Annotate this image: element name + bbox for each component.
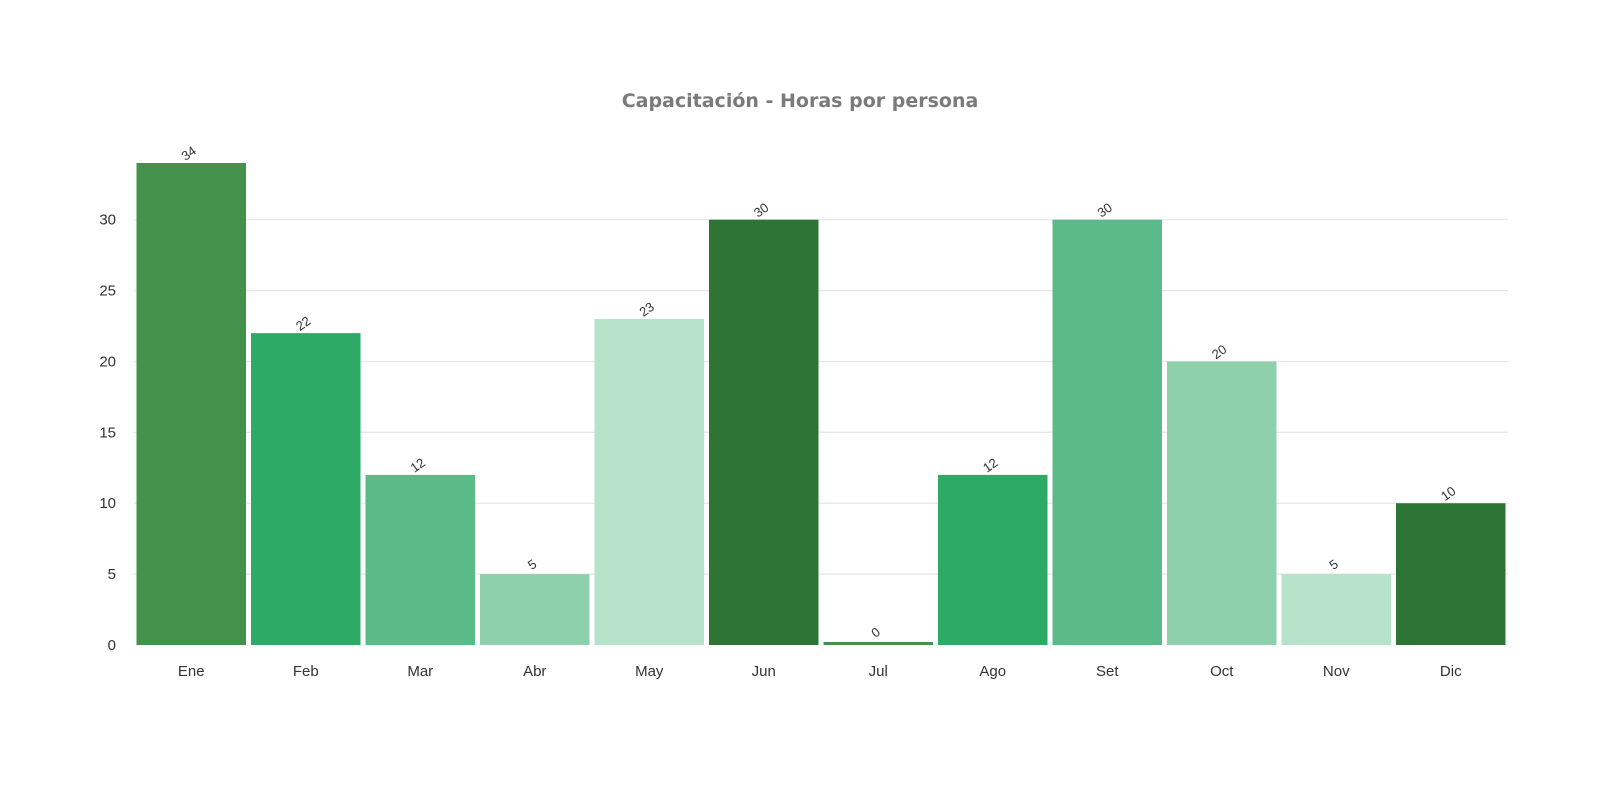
x-tick-label: Oct (1210, 663, 1234, 680)
bar-feb (251, 333, 361, 645)
bar-jul (823, 642, 933, 645)
y-axis: 0 5 10 15 20 25 30 (99, 212, 116, 654)
y-tick-label: 25 (99, 283, 116, 300)
x-tick-label: Ago (979, 663, 1006, 680)
data-label: 12 (407, 455, 427, 476)
bars (136, 163, 1506, 646)
data-label: 12 (980, 455, 1000, 476)
data-label: 5 (525, 556, 540, 572)
data-label: 20 (1209, 341, 1229, 362)
bar-nov (1281, 574, 1391, 645)
bar-ago (938, 474, 1048, 645)
y-tick-label: 15 (99, 424, 116, 441)
bar-mar (365, 474, 475, 645)
x-tick-label: Nov (1323, 663, 1350, 680)
data-label: 30 (751, 200, 771, 221)
data-label: 10 (1438, 483, 1458, 504)
x-tick-label: Dic (1440, 663, 1462, 680)
gridlines (134, 219, 1508, 575)
data-label: 22 (293, 313, 313, 334)
x-tick-label: Jun (752, 663, 776, 680)
x-tick-label: Ene (178, 663, 205, 680)
y-tick-label: 10 (99, 495, 116, 512)
data-label: 34 (178, 143, 198, 164)
x-tick-label: Mar (407, 663, 433, 680)
chart-title: Capacitación - Horas por persona (621, 90, 979, 112)
y-tick-label: 5 (108, 566, 116, 583)
data-label: 0 (868, 624, 883, 640)
x-axis: Ene Feb Mar Abr May Jun Jul Ago Set Oct Nov Dic (178, 663, 1462, 680)
y-tick-label: 20 (99, 353, 116, 370)
bar-dic (1396, 503, 1506, 645)
data-label: 5 (1326, 556, 1341, 572)
data-label: 30 (1094, 200, 1114, 221)
bar-jun (709, 219, 819, 646)
bar-may (594, 318, 704, 645)
x-tick-label: Jul (869, 663, 888, 680)
data-label: 23 (636, 299, 656, 320)
bar-oct (1167, 361, 1277, 645)
bar-abr (480, 574, 590, 645)
x-tick-label: May (635, 663, 664, 680)
bar-set (1052, 219, 1162, 646)
x-tick-label: Set (1096, 663, 1119, 680)
x-tick-label: Feb (293, 663, 319, 680)
x-tick-label: Abr (523, 663, 546, 680)
bar-ene (136, 163, 246, 645)
y-tick-label: 30 (99, 212, 116, 229)
y-tick-label: 0 (108, 637, 116, 654)
